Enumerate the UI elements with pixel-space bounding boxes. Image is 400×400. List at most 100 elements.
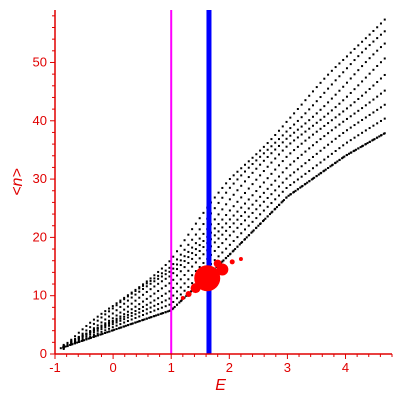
data-point [327,167,330,170]
data-point [157,282,160,285]
data-point [255,153,258,156]
data-point [308,119,311,122]
data-point [319,149,322,152]
data-point [371,139,374,142]
data-point [99,333,102,336]
data-point [104,318,107,321]
data-point [293,131,296,134]
data-point [85,337,88,340]
data-point [194,233,197,236]
data-point [345,55,348,58]
data-point [217,230,220,233]
data-point [345,95,348,98]
data-point [277,129,280,132]
data-point [145,297,148,300]
data-point [366,142,369,145]
data-point [266,155,269,158]
data-point [327,87,330,90]
data-point [308,108,311,111]
data-point [104,329,107,332]
data-point [266,196,269,199]
data-point [334,126,337,129]
y-tick-label: 40 [33,113,47,128]
data-point [202,261,205,264]
data-point [149,311,152,314]
data-point [304,112,307,115]
data-point [100,330,103,333]
data-point [338,62,341,65]
data-point [299,186,302,189]
data-point [187,269,190,272]
data-point [334,116,337,119]
data-point [225,229,228,232]
data-point [368,113,371,116]
data-point [103,332,106,335]
data-point [304,99,307,102]
data-point [372,29,375,32]
data-point [130,302,133,305]
data-point [259,149,262,152]
data-point [59,347,62,350]
data-point [157,303,160,306]
data-point [334,79,337,82]
data-point [368,87,371,90]
data-point [262,152,265,155]
data-point [285,196,288,199]
data-point [376,37,379,40]
data-point [142,284,145,287]
data-point [221,208,224,211]
data-point [262,159,265,162]
data-point [372,124,375,127]
data-point [247,176,250,179]
data-point [126,294,129,297]
data-point [168,297,171,300]
data-point [130,308,133,311]
data-point [383,30,386,33]
data-point [376,81,379,84]
data-point [266,177,269,180]
data-point [111,307,114,310]
data-point [353,73,356,76]
data-point [142,287,145,290]
data-point [277,138,280,141]
data-point [247,187,250,190]
data-point [228,209,231,212]
data-point [304,122,307,125]
data-point [368,57,371,60]
data-point [342,120,345,123]
data-point [289,163,292,166]
data-point [327,155,330,158]
data-point [255,227,258,230]
data-point [185,294,188,297]
data-point [126,319,129,322]
data-point [323,105,326,108]
data-point [108,319,111,322]
data-point [225,191,228,194]
data-point [319,108,322,111]
data-point [330,83,333,86]
data-point [108,321,111,324]
data-point [108,330,111,333]
data-point [330,129,333,132]
data-point [153,277,156,280]
data-point [315,121,318,124]
data-point [357,84,360,87]
data-point [293,123,296,126]
data-point [234,248,237,251]
data-point [213,196,216,199]
data-point [311,155,314,158]
data-point [100,312,103,315]
data-point [191,246,194,249]
data-point [213,259,216,262]
data-point [187,233,190,236]
data-point [92,331,95,334]
data-point [202,223,205,226]
data-point [262,209,265,212]
data-point [240,223,243,226]
data-point [138,320,141,323]
data-point [289,127,292,130]
data-point [191,265,194,268]
data-point [323,115,326,118]
data-point [277,153,280,156]
data-point [194,261,197,264]
